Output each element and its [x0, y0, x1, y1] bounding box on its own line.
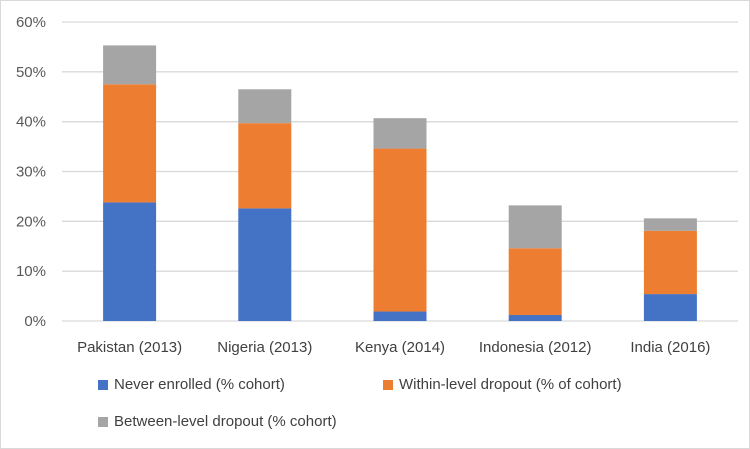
x-tick-label: Pakistan (2013)	[77, 339, 182, 356]
legend-item-never-enrolled: Never enrolled (% cohort)	[98, 376, 285, 393]
y-tick-label: 10%	[16, 263, 46, 280]
bar-segment	[238, 123, 292, 209]
legend-label: Within-level dropout (% of cohort)	[399, 376, 622, 393]
bar-segment	[508, 315, 562, 321]
bar-segment	[373, 148, 427, 312]
bar-segment	[238, 208, 292, 321]
y-tick-label: 60%	[16, 14, 46, 31]
y-tick-label: 30%	[16, 164, 46, 181]
bar-segment	[643, 218, 697, 231]
y-tick-label: 50%	[16, 64, 46, 81]
legend-item-between-level-dropout: Between-level dropout (% cohort)	[98, 413, 337, 430]
x-tick-label: India (2016)	[630, 339, 710, 356]
bar-segment	[508, 205, 562, 249]
y-tick-label: 20%	[16, 213, 46, 230]
y-tick-label: 40%	[16, 114, 46, 131]
x-tick-label: Kenya (2014)	[355, 339, 445, 356]
bar-segment	[103, 45, 157, 85]
legend-item-within-level-dropout: Within-level dropout (% of cohort)	[383, 376, 622, 393]
bar-segment	[373, 311, 427, 321]
bar-segment	[103, 84, 157, 203]
y-tick-label: 0%	[24, 313, 46, 330]
legend-label: Between-level dropout (% cohort)	[114, 413, 337, 430]
legend-label: Never enrolled (% cohort)	[114, 376, 285, 393]
bar-segment	[373, 118, 427, 149]
bar-segment	[238, 89, 292, 124]
legend-swatch-blue	[98, 379, 108, 390]
legend-swatch-orange	[383, 379, 393, 390]
legend-swatch-gray	[98, 416, 108, 427]
bar-segment	[643, 230, 697, 295]
x-tick-label: Nigeria (2013)	[217, 339, 312, 356]
bar-segment	[508, 248, 562, 316]
bar-segment	[643, 294, 697, 321]
bar-segment	[103, 202, 157, 321]
x-tick-label: Indonesia (2012)	[479, 339, 592, 356]
